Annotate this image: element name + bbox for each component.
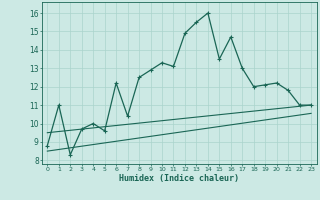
X-axis label: Humidex (Indice chaleur): Humidex (Indice chaleur): [119, 174, 239, 183]
